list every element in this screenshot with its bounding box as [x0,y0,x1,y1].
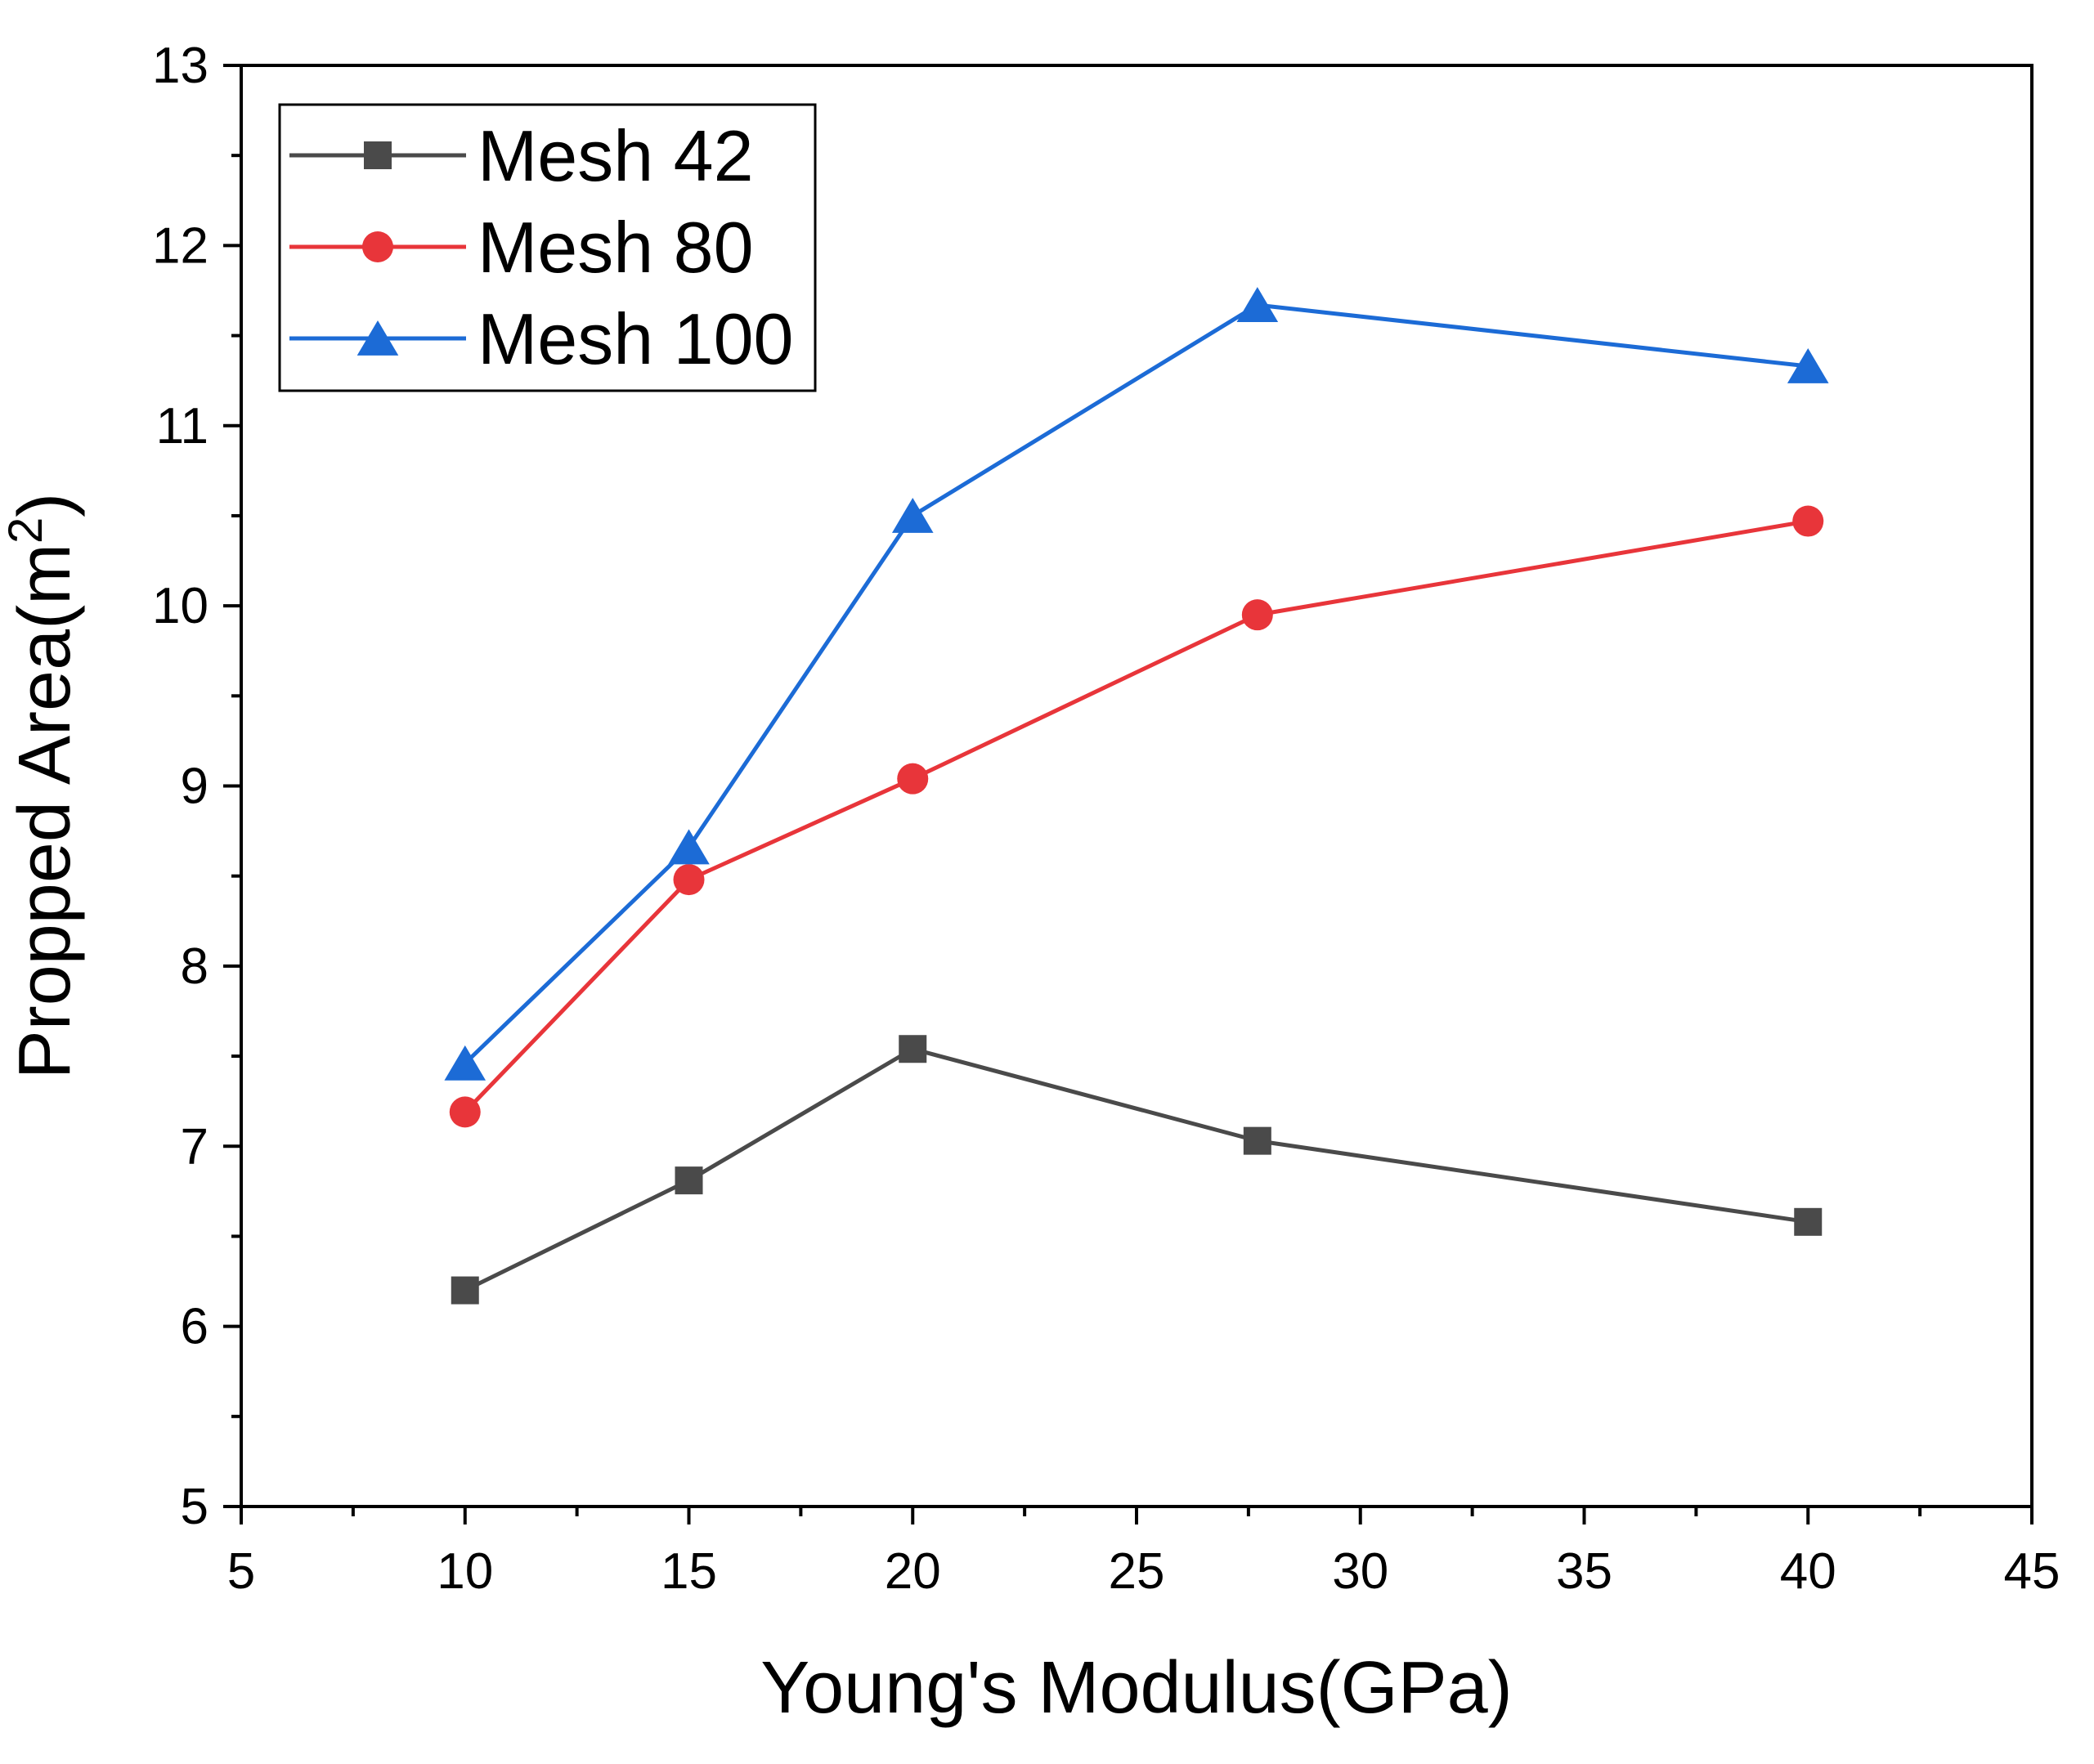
series-layer [444,287,1829,1305]
series-line [464,1046,1809,1292]
x-tick-label: 30 [1332,1543,1388,1600]
y-axis-title-close: ) [4,493,86,517]
plot-area: 5 10 15 20 25 30 35 40 45 5 6 7 8 9 10 11 12 13 [152,38,2060,1600]
y-tick-label: 7 [181,1118,209,1175]
x-tick-label: 35 [1556,1543,1612,1600]
legend-marker [356,320,399,356]
legend-label: Mesh 42 [478,115,754,196]
x-axis-title: Young's Modulus(GPa) [760,1647,1512,1729]
data-point [673,864,705,896]
data-point [451,1276,479,1305]
series-line [463,519,1809,1114]
series-mesh-100 [444,287,1829,1081]
y-axis-title-main: Propped Area(m [4,544,86,1079]
y-tick-label: 6 [181,1299,209,1355]
y-axis-title-superscript: 2 [0,517,52,544]
data-point [1787,348,1829,383]
y-tick-label: 10 [152,578,209,634]
legend-marker [362,231,393,262]
y-tick-label: 11 [156,398,209,454]
y-tick-label: 13 [152,38,209,94]
y-tick-label: 9 [181,759,209,815]
legend-label: Mesh 80 [478,207,754,288]
x-tick-label: 45 [2004,1543,2060,1600]
legend-marker [364,141,392,169]
legend-item: Mesh 100 [289,298,793,379]
series-mesh-42 [451,1035,1823,1305]
series-mesh-80 [449,505,1824,1128]
data-point [449,1096,481,1128]
data-point [1794,1207,1823,1236]
x-tick-label: 40 [1780,1543,1836,1600]
y-tick-label: 8 [181,938,209,995]
x-tick-label: 10 [437,1543,493,1600]
legend: Mesh 42 Mesh 80 Mesh 100 [278,103,817,392]
x-tick-label: 5 [227,1543,255,1600]
y-tick-label: 5 [181,1479,209,1535]
y-tick-label: 12 [152,217,209,274]
data-point [1792,505,1824,537]
data-point [1241,599,1273,631]
legend-item: Mesh 80 [289,207,754,288]
x-tick-label: 15 [661,1543,717,1600]
data-point [899,1035,927,1063]
data-point [1236,287,1279,322]
data-point [668,829,710,865]
data-point [444,1045,487,1081]
data-point [1243,1126,1271,1155]
legend-label: Mesh 100 [478,298,793,379]
y-axis-title: Propped Area(m2) [0,493,86,1080]
x-tick-label: 20 [885,1543,941,1600]
data-point [675,1166,703,1195]
data-point [891,497,934,533]
data-point [897,763,929,795]
x-tick-label: 25 [1109,1543,1165,1600]
series-line [464,302,1809,1065]
legend-item: Mesh 42 [289,115,754,196]
